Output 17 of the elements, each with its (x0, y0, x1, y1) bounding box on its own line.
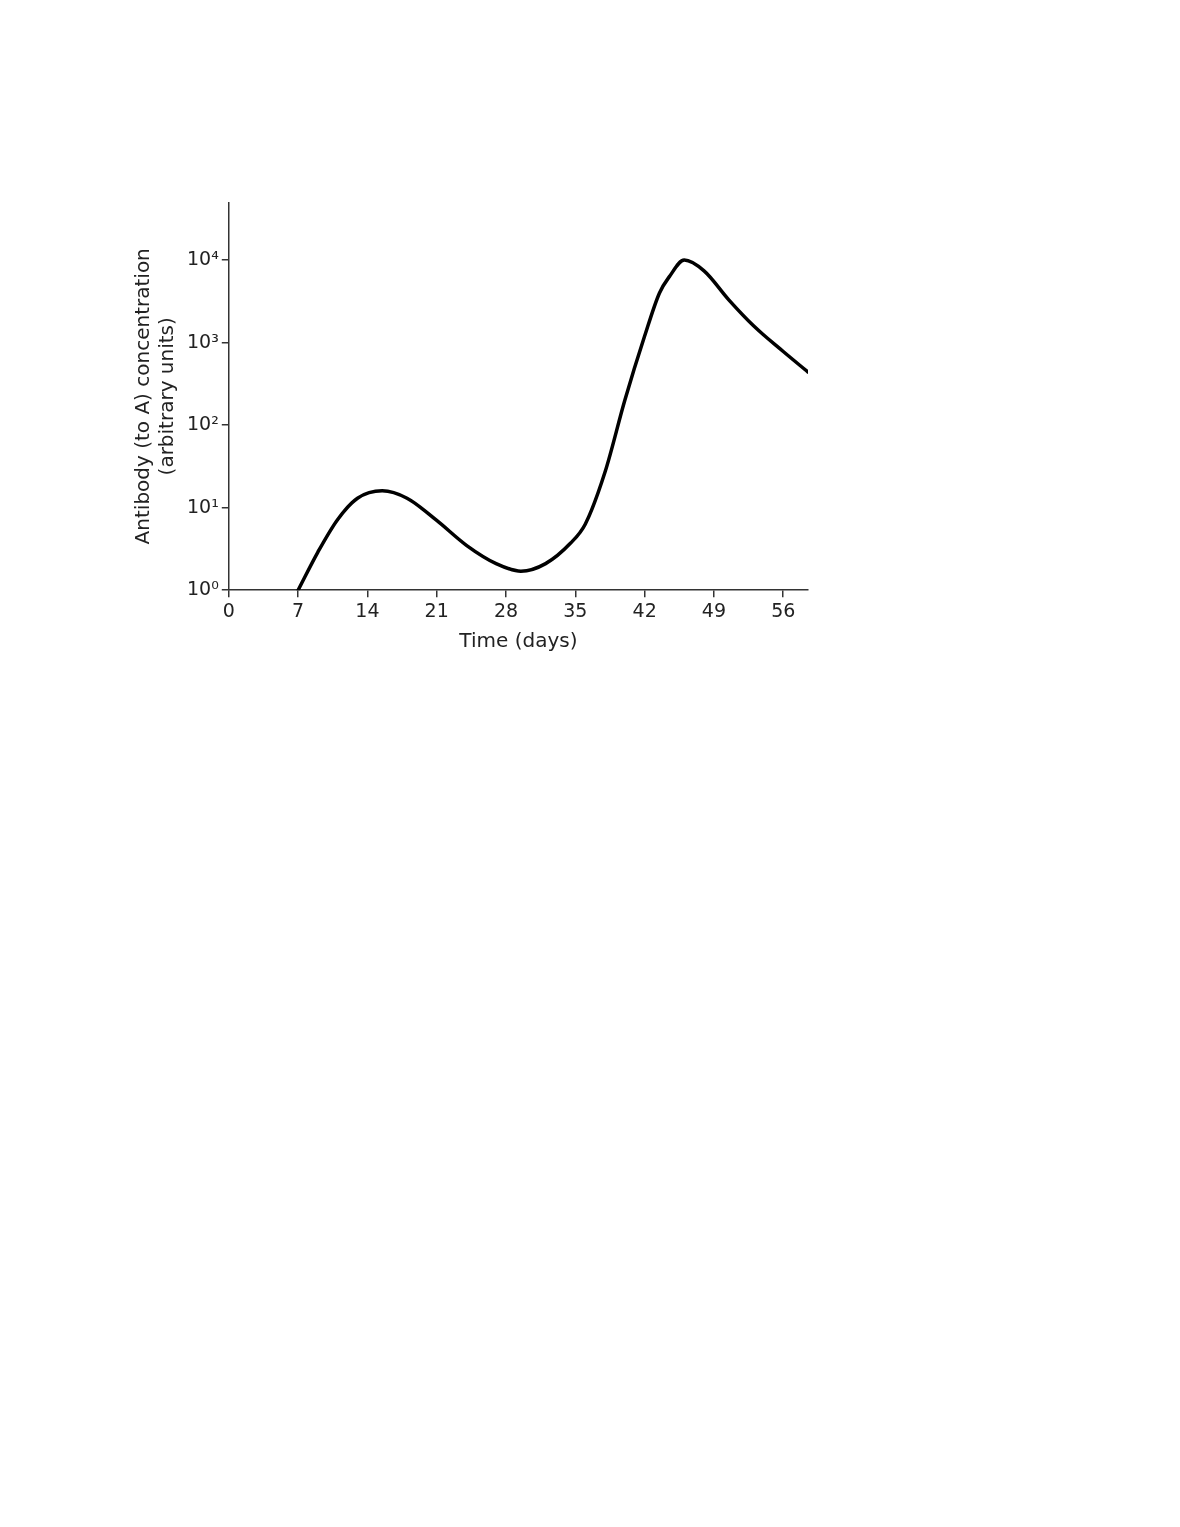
x-tick-label: 0 (222, 598, 235, 621)
y-axis-title: Antibody (to A) concentration (arbitrary units) (130, 248, 179, 545)
line-series (296, 258, 808, 591)
x-tick-label: 35 (563, 598, 588, 621)
y-tick-label: 10⁰ (187, 577, 219, 600)
x-axis-title: Time (days) (458, 628, 578, 653)
y-tick-label: 10² (187, 412, 219, 435)
x-tick-label: 21 (424, 598, 449, 621)
x-tick-label: 49 (701, 598, 727, 621)
x-tick-label: 14 (355, 598, 380, 621)
y-tick-label: 10¹ (187, 494, 219, 517)
x-tick-label: 28 (493, 598, 519, 621)
y-tick-label: 10⁴ (187, 247, 220, 270)
x-tick-label: 7 (292, 598, 305, 621)
x-tick-label: 42 (632, 598, 657, 621)
x-tick-label: 56 (771, 598, 796, 621)
y-tick-label: 10³ (187, 329, 219, 352)
